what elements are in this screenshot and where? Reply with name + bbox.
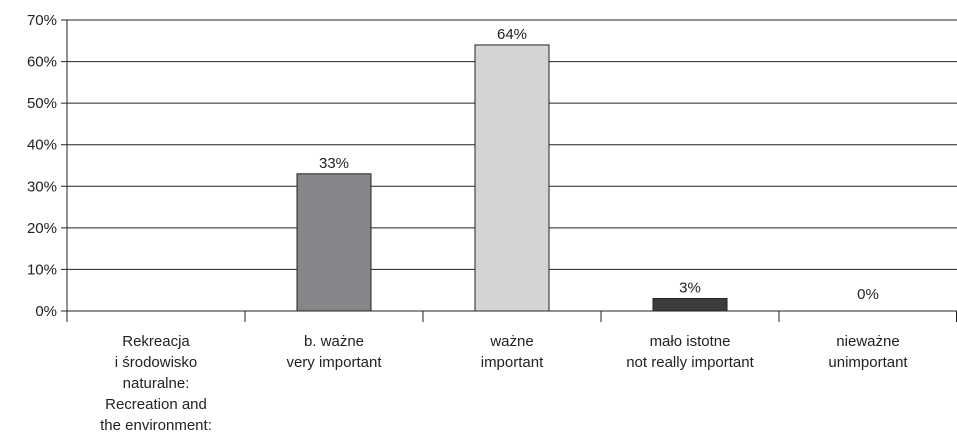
x-tick-label-line: Rekreacja bbox=[122, 333, 190, 350]
x-tick-label-line: b. ważne bbox=[304, 333, 364, 350]
y-tick-label: 40% bbox=[27, 137, 57, 154]
x-tick-label-line: not really important bbox=[626, 354, 754, 371]
value-label: 0% bbox=[857, 286, 879, 303]
x-tick-label-line: mało istotne bbox=[650, 333, 731, 350]
bar bbox=[652, 298, 728, 312]
y-tick-label: 70% bbox=[27, 12, 57, 29]
y-tick-label: 0% bbox=[35, 303, 57, 320]
bar bbox=[296, 173, 372, 312]
y-tick-label: 30% bbox=[27, 178, 57, 195]
x-tick-label-line: ważne bbox=[489, 333, 533, 350]
x-tick-label-line: very important bbox=[286, 354, 382, 371]
x-tick-label-line: Recreation and bbox=[105, 396, 207, 413]
x-tick-label-line: important bbox=[481, 354, 544, 371]
x-tick-label-line: naturalne: bbox=[123, 375, 190, 392]
x-tick-label-line: i środowisko bbox=[115, 354, 198, 371]
y-tick-label: 60% bbox=[27, 54, 57, 71]
bar bbox=[474, 44, 550, 312]
value-label: 64% bbox=[497, 26, 527, 43]
x-tick-label-line: the environment: bbox=[100, 417, 212, 434]
x-tick-label: b. ważne very important bbox=[286, 333, 382, 371]
x-tick-label: nieważne unimportant bbox=[828, 333, 908, 371]
value-label: 3% bbox=[679, 280, 701, 297]
x-tick-label: Rekreacja i środowisko naturalne: Recreatio… bbox=[100, 333, 212, 434]
x-tick-label: ważne important bbox=[481, 333, 544, 371]
y-tick-label: 50% bbox=[27, 95, 57, 112]
y-tick-label: 20% bbox=[27, 220, 57, 237]
x-tick-label: mało istotne not really important bbox=[626, 333, 754, 371]
y-tick-label: 10% bbox=[27, 261, 57, 278]
x-tick-label-line: nieważne bbox=[836, 333, 899, 350]
x-tick-label-line: unimportant bbox=[828, 354, 908, 371]
value-label: 33% bbox=[319, 155, 349, 172]
